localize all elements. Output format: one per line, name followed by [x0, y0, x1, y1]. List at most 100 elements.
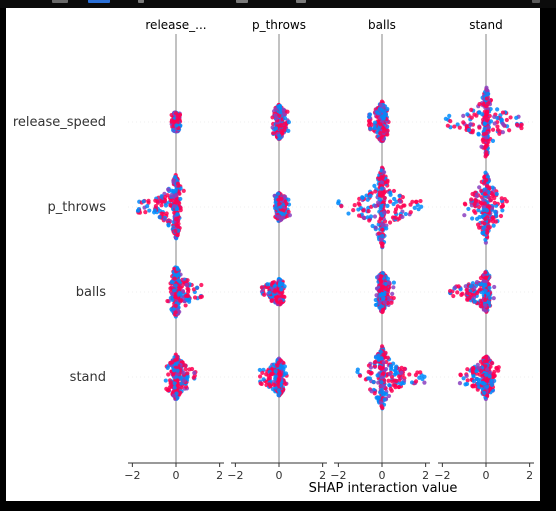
x-tick-label: 2 [422, 469, 429, 482]
shap-point [166, 187, 171, 192]
shap-point [490, 127, 496, 132]
shap-point [498, 213, 504, 219]
shap-point [181, 370, 186, 375]
shap-point [386, 280, 392, 285]
x-tick-label: −2 [330, 469, 346, 482]
shap-point [171, 393, 176, 398]
shap-point [379, 366, 384, 371]
shap-point [367, 376, 373, 381]
shap-point [380, 234, 385, 239]
shap-point [266, 376, 271, 381]
shap-point [286, 120, 291, 125]
shap-point [377, 176, 382, 182]
shap-point [360, 195, 365, 200]
shap-point [390, 291, 395, 296]
shap-point [178, 298, 183, 303]
shap-point [485, 230, 490, 235]
shap-point [481, 226, 486, 231]
shap-point [273, 369, 278, 374]
shap-point [272, 382, 277, 388]
shap-point [389, 300, 394, 305]
shap-point [376, 353, 381, 358]
shap-point [346, 211, 351, 216]
shap-point [339, 204, 344, 209]
shap-point [476, 222, 481, 227]
shap-point [473, 210, 478, 215]
shap-point [136, 208, 141, 213]
shap-point [481, 278, 486, 283]
shap-point [385, 106, 390, 112]
shap-point [277, 133, 282, 139]
shap-point [165, 388, 170, 393]
shap-point [172, 381, 177, 386]
shap-point [377, 106, 383, 111]
shap-point [382, 300, 387, 305]
shap-point [165, 298, 170, 304]
shap-point [483, 303, 488, 308]
shap-point [466, 206, 471, 212]
shap-point [170, 198, 175, 203]
shap-point [483, 135, 489, 140]
shap-point [378, 277, 383, 282]
shap-point [486, 300, 491, 305]
shap-point [379, 344, 385, 349]
shap-point [381, 360, 386, 365]
shap-point [507, 128, 512, 133]
shap-point [476, 365, 481, 370]
shap-point [383, 281, 388, 287]
shap-point [373, 297, 378, 303]
shap-point [483, 121, 488, 126]
shap-point [270, 125, 275, 130]
shap-point [500, 208, 505, 213]
row-label: release_speed [13, 115, 106, 130]
shap-point [173, 303, 178, 308]
shap-point [175, 233, 180, 238]
shap-point [382, 190, 387, 195]
shap-point [447, 113, 452, 118]
shap-point [378, 103, 383, 108]
shap-point [457, 125, 462, 130]
shap-point [382, 170, 387, 175]
shap-point [492, 369, 497, 374]
shap-point [408, 210, 413, 215]
shap-point [470, 216, 475, 221]
shap-point [487, 370, 493, 375]
shap-point [280, 365, 285, 370]
shap-point [489, 382, 495, 387]
shap-point [483, 237, 488, 242]
shap-point [467, 296, 472, 301]
shap-point [474, 279, 480, 285]
shap-point [146, 198, 151, 203]
shap-point [466, 128, 472, 133]
shap-point [372, 183, 377, 188]
shap-point [385, 203, 390, 208]
shap-point [172, 288, 177, 293]
shap-point [175, 354, 180, 360]
shap-point [393, 368, 398, 373]
shap-point [491, 223, 496, 228]
shap-interaction-chart: −2 0 2 −2 0 2 −2 0 2 −2 0 2 release_... p_throws ball… [13, 18, 534, 496]
shap-point [145, 204, 150, 209]
shap-point [472, 285, 477, 290]
shap-point [495, 127, 501, 133]
x-tick-label: 0 [379, 469, 386, 482]
shap-point [490, 185, 495, 190]
shap-point [478, 275, 484, 281]
shap-point [481, 307, 486, 312]
shap-point [147, 208, 152, 213]
shap-point [164, 211, 169, 216]
shap-point [175, 113, 180, 118]
shap-point [267, 290, 272, 295]
shap-point [285, 109, 290, 114]
shap-point [180, 288, 186, 294]
shap-point [141, 199, 146, 204]
shap-point [499, 196, 504, 201]
row-label: stand [70, 370, 106, 385]
shap-point [277, 201, 282, 206]
shap-point [357, 202, 362, 208]
shap-point [381, 129, 386, 134]
shap-point [336, 201, 341, 206]
shap-point [372, 214, 378, 219]
labels-layer: release_... p_throws balls standrelease_spe… [13, 18, 503, 496]
shap-point [267, 382, 272, 387]
